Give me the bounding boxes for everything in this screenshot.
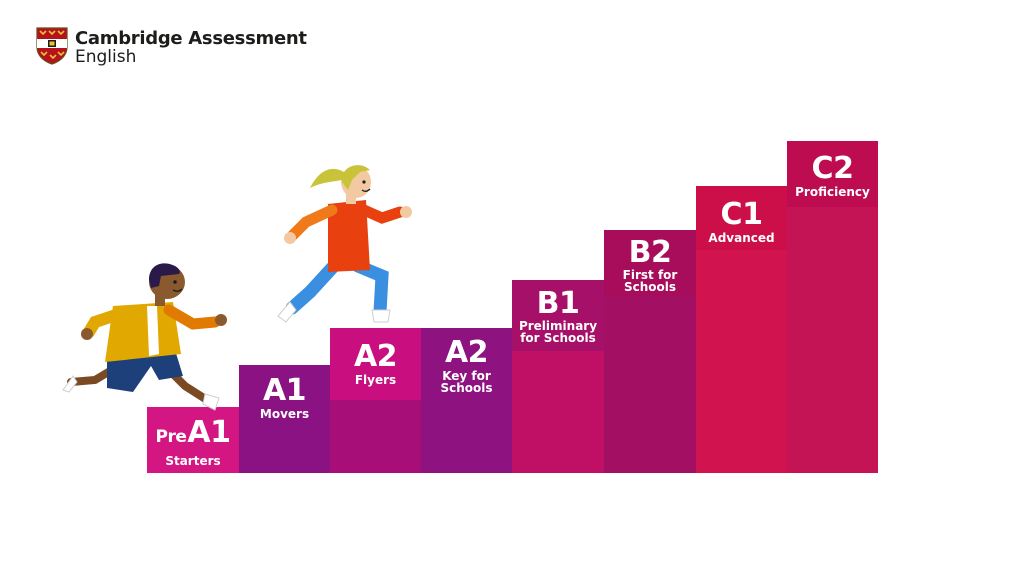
step-b1-preliminary-for-schools: B1 Preliminary for Schools <box>512 280 604 473</box>
step-level-code: A1 <box>187 415 231 450</box>
step-a2-flyers: A2 Flyers <box>330 328 421 473</box>
step-exam-name: Proficiency <box>795 185 870 199</box>
step-level-code: A1 <box>262 373 307 408</box>
step-level: PreA1 <box>147 418 239 452</box>
logo-subtitle: English <box>75 47 137 67</box>
running-boy-illustration <box>62 263 227 411</box>
step-exam-name: Flyers <box>354 373 397 387</box>
step-level-code: B2 <box>628 235 672 270</box>
cambridge-crest-icon <box>36 27 68 65</box>
step-head-block <box>787 141 878 207</box>
step-level-code: C1 <box>720 197 763 232</box>
step-head-block <box>604 230 696 296</box>
step-exam-name: Key for Schools <box>440 369 493 395</box>
step-a2-key-for-schools: A2 Key for Schools <box>421 328 512 473</box>
logo-title: Cambridge Assessment <box>75 28 307 49</box>
step-head-block <box>330 328 421 400</box>
step-exam-name: Movers <box>259 407 310 421</box>
step-level-code: B1 <box>536 286 580 321</box>
step-level-code: C2 <box>811 151 854 186</box>
step-head-block <box>512 280 604 351</box>
step-c2-proficiency: C2 Proficiency <box>787 141 878 473</box>
step-level-prefix: Pre <box>155 427 187 447</box>
step-pre-a1-starters: PreA1 Starters <box>147 407 239 473</box>
step-exam-name: Starters <box>165 454 221 468</box>
step-exam-name: Preliminary for Schools <box>518 319 598 345</box>
step-a1-movers: A1 Movers <box>239 365 330 473</box>
step-head-block <box>696 186 787 250</box>
step-level-code: A2 <box>444 335 489 370</box>
step-b2-first-for-schools: B2 First for Schools <box>604 230 696 473</box>
step-level-code: A2 <box>353 339 398 374</box>
step-exam-name: First for Schools <box>622 268 678 294</box>
step-c1-advanced: C1 Advanced <box>696 186 787 473</box>
step-exam-name: Advanced <box>708 231 775 245</box>
running-girl-illustration <box>277 165 412 323</box>
